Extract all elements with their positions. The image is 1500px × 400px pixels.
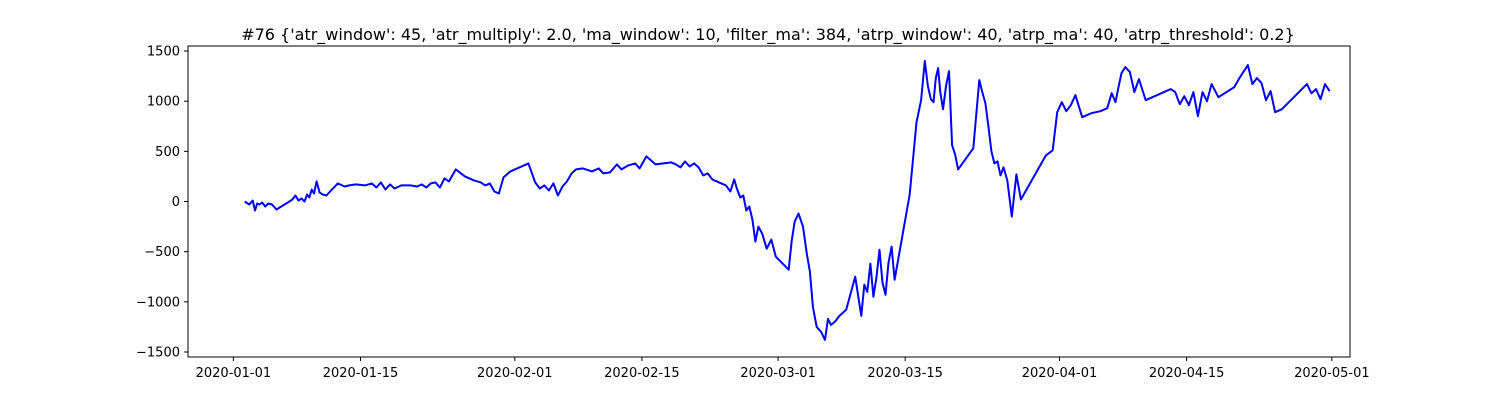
y-tick-label: −1500 bbox=[136, 345, 180, 360]
y-tick-label: 1000 bbox=[147, 95, 180, 110]
y-tick-label: −1000 bbox=[136, 295, 180, 310]
x-tick-label: 2020-04-01 bbox=[1022, 366, 1098, 381]
y-axis: −1500 −1000 −500 0 500 1000 1500 bbox=[136, 45, 188, 360]
y-tick-label: −500 bbox=[144, 245, 180, 260]
x-tick-label: 2020-01-15 bbox=[323, 366, 399, 381]
y-tick-label: 0 bbox=[172, 195, 180, 210]
x-tick-label: 2020-03-01 bbox=[740, 366, 816, 381]
x-tick-label: 2020-01-01 bbox=[196, 366, 272, 381]
x-tick-label: 2020-05-01 bbox=[1294, 366, 1370, 381]
x-tick-label: 2020-04-15 bbox=[1149, 366, 1225, 381]
x-tick-label: 2020-03-15 bbox=[867, 366, 943, 381]
x-axis: 2020-01-01 2020-01-15 2020-02-01 2020-02-15… bbox=[196, 357, 1370, 381]
series-line bbox=[244, 60, 1331, 341]
y-tick-label: 500 bbox=[155, 145, 180, 160]
y-tick-label: 1500 bbox=[147, 45, 180, 60]
chart-title: #76 {'atr_window': 45, 'atr_multiply': 2… bbox=[241, 25, 1295, 45]
x-tick-label: 2020-02-15 bbox=[604, 366, 680, 381]
x-tick-label: 2020-02-01 bbox=[477, 366, 553, 381]
